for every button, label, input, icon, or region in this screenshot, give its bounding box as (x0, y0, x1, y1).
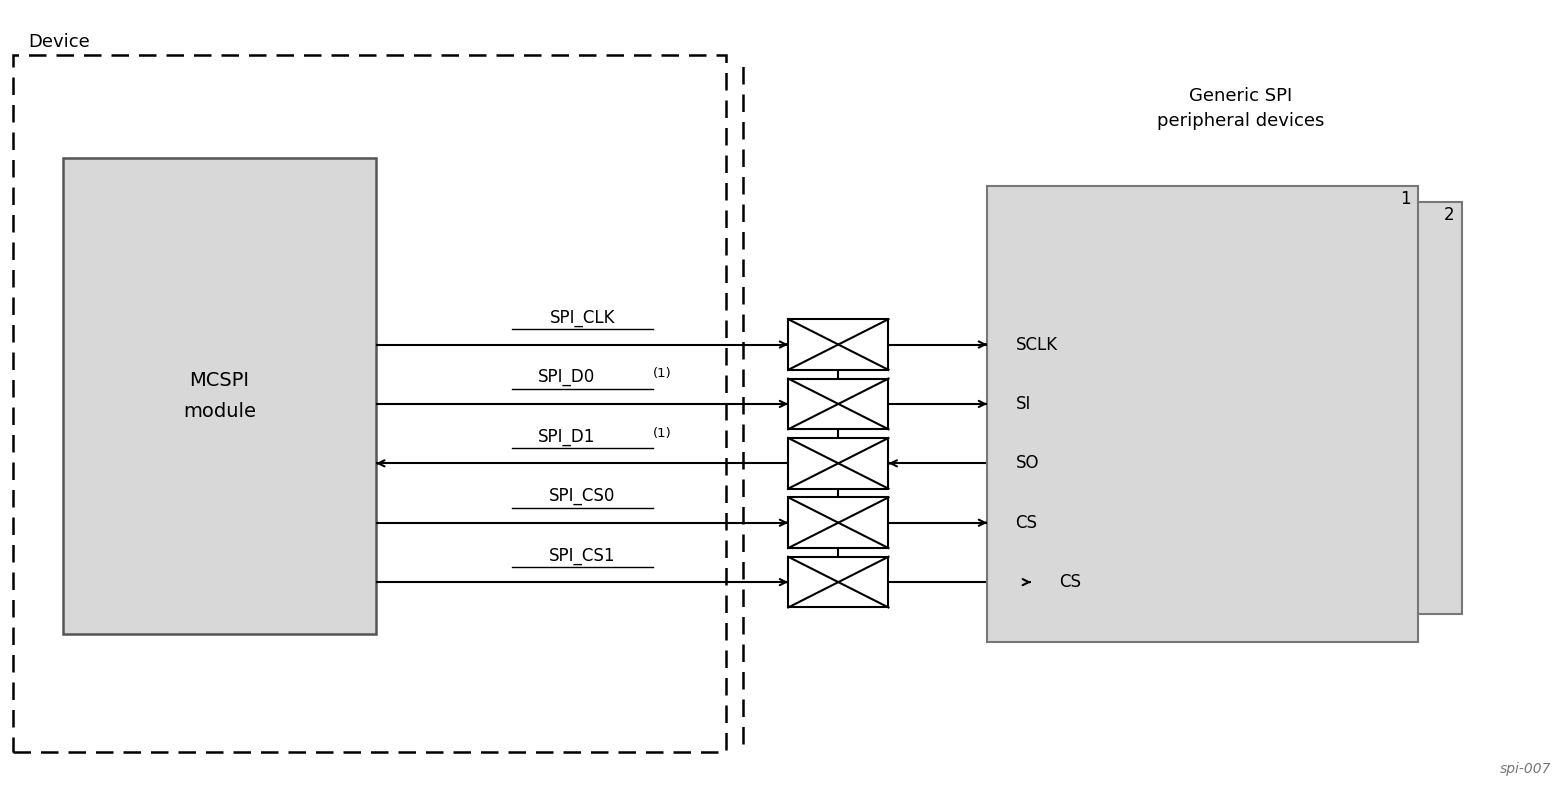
Text: (1): (1) (652, 367, 671, 380)
Bar (788, 379, 888, 429)
Text: spi-007: spi-007 (1500, 762, 1551, 776)
Text: SPI_CLK: SPI_CLK (550, 309, 614, 327)
Text: SPI_D1: SPI_D1 (537, 428, 595, 446)
Text: SPI_CS1: SPI_CS1 (548, 546, 616, 565)
Text: SPI_CS0: SPI_CS0 (548, 487, 616, 505)
Text: SPI_D0: SPI_D0 (537, 368, 595, 386)
Text: Generic SPI
peripheral devices: Generic SPI peripheral devices (1156, 87, 1324, 130)
Text: SI: SI (1015, 395, 1031, 413)
Bar (788, 557, 888, 607)
Text: 2: 2 (1443, 206, 1454, 224)
Bar (987, 186, 1418, 642)
Bar (788, 497, 888, 548)
Text: SO: SO (1015, 455, 1039, 472)
Text: (1): (1) (652, 427, 671, 440)
Text: SCLK: SCLK (1015, 336, 1058, 353)
Bar (63, 158, 376, 634)
Bar (1031, 202, 1462, 614)
Text: Device: Device (28, 33, 89, 51)
Bar (788, 319, 888, 370)
Text: 1: 1 (1399, 190, 1410, 208)
Text: MCSPI
module: MCSPI module (183, 371, 255, 421)
Text: CS: CS (1059, 573, 1081, 591)
Bar (13, 55, 726, 752)
Bar (788, 438, 888, 489)
Text: CS: CS (1015, 514, 1037, 531)
